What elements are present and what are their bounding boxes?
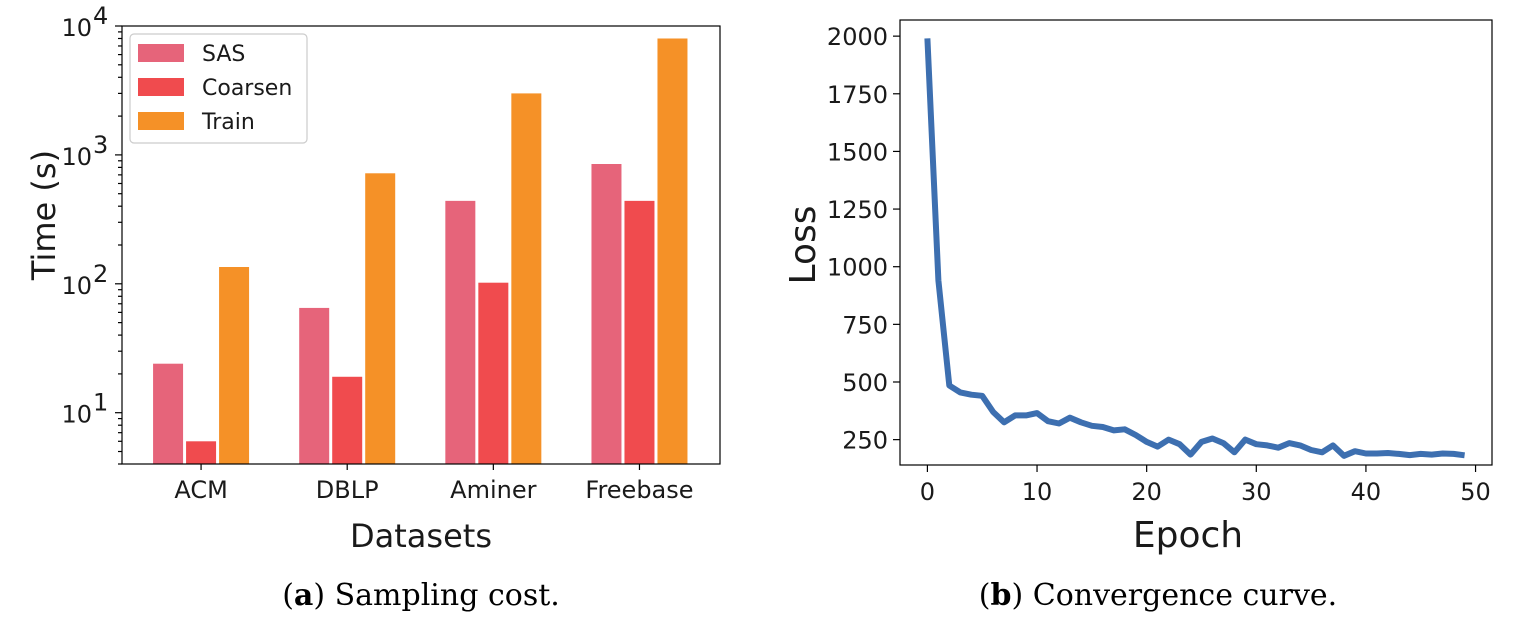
bar-sas-aminer	[445, 200, 476, 465]
y-tick-label: 500	[842, 369, 888, 397]
caption-a-tag: a	[294, 578, 313, 613]
bar-train-dblp	[365, 173, 396, 465]
legend-label-coarsen: Coarsen	[202, 76, 292, 101]
plot-frame	[899, 19, 1493, 466]
x-tick-label: ACM	[174, 476, 227, 504]
y-axis: 250 500 750 1000 1250 1500 1750 2000	[827, 23, 900, 455]
x-tick-label: 30	[1241, 478, 1272, 506]
caption-b: (b) Convergence curve.	[979, 578, 1337, 613]
loss-line	[924, 38, 1465, 459]
x-tick-label: 40	[1351, 478, 1382, 506]
x-tick-label: 50	[1460, 478, 1491, 506]
y-tick-label: 750	[842, 311, 888, 339]
caption-b-text: Convergence curve.	[1033, 578, 1337, 613]
line-group	[924, 38, 1465, 459]
y-tick-exponent: 4	[93, 2, 108, 30]
x-tick-label: 20	[1131, 478, 1162, 506]
x-tick-label: 10	[1022, 478, 1053, 506]
y-tick-label: 250	[842, 427, 888, 455]
x-axis: 0 10 20 30 40 50	[920, 465, 1491, 506]
y-tick-label: 10	[61, 401, 92, 429]
bar-sas-acm	[153, 363, 184, 464]
caption-a-text: Sampling cost.	[335, 578, 560, 613]
x-axis-title: Epoch	[1133, 515, 1243, 556]
bar-coarsen-freebase	[624, 200, 655, 465]
y-tick-label: 10	[61, 272, 92, 300]
legend-label-sas: SAS	[202, 42, 245, 67]
x-tick-label: Freebase	[585, 476, 693, 504]
x-tick-label: 0	[920, 478, 935, 506]
y-tick-exponent: 3	[93, 131, 108, 159]
caption-b-tag: b	[991, 578, 1012, 613]
caption-a: (a) Sampling cost.	[282, 578, 560, 613]
x-tick-label: Aminer	[450, 476, 536, 504]
y-tick-label: 1000	[827, 254, 888, 282]
y-tick-exponent: 2	[93, 260, 108, 288]
legend: SAS Coarsen Train	[129, 33, 308, 144]
bar-coarsen-dblp	[332, 376, 363, 464]
x-tick-label: DBLP	[316, 476, 379, 504]
y-tick-label: 10	[61, 14, 92, 42]
bar-group	[153, 38, 688, 465]
y-tick-label: 2000	[827, 23, 888, 51]
legend-swatch-train	[138, 112, 184, 130]
x-axis: ACM DBLP Aminer Freebase	[174, 464, 694, 504]
bar-sas-freebase	[591, 163, 622, 465]
bar-train-freebase	[657, 38, 688, 465]
y-tick-label: 1750	[827, 81, 888, 109]
y-axis-title: Time (s)	[25, 150, 63, 281]
legend-swatch-sas	[138, 44, 184, 62]
bar-train-aminer	[511, 93, 542, 464]
y-tick-label: 1500	[827, 138, 888, 166]
y-axis-title: Loss	[783, 206, 824, 285]
legend-label-train: Train	[201, 110, 255, 135]
y-tick-label: 10	[61, 143, 92, 171]
bar-train-acm	[219, 267, 250, 464]
x-axis-title: Datasets	[350, 517, 492, 555]
bar-coarsen-acm	[186, 441, 217, 464]
legend-swatch-coarsen	[138, 78, 184, 96]
y-tick-exponent: 1	[93, 389, 108, 417]
bar-sas-dblp	[299, 307, 330, 464]
convergence-curve-chart: 250 500 750 1000 1250 1500 1750 2000 0 10 20 30 40 5…	[783, 19, 1493, 613]
bar-coarsen-aminer	[478, 282, 509, 464]
y-tick-label: 1250	[827, 196, 888, 224]
